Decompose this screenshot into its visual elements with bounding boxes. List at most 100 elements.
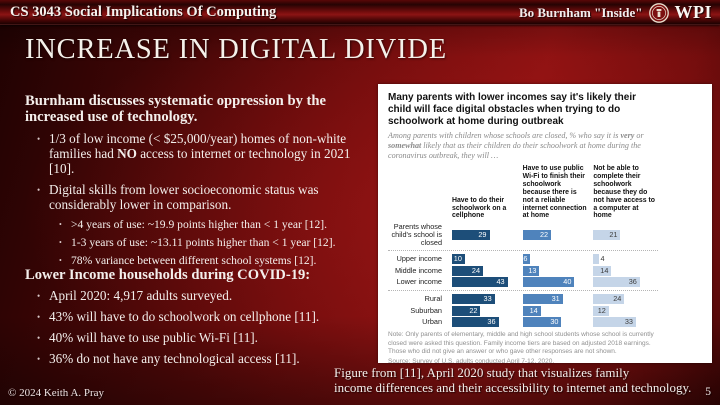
chart-bar-cell: 12 xyxy=(593,305,658,316)
chart-bar-cell: 13 xyxy=(522,265,588,276)
bullet-item: • 43% will have to do schoolwork on cellp… xyxy=(25,309,377,325)
chart-bar: 6 xyxy=(522,254,531,265)
chart-column-header: Have to do their schoolwork on a cellpho… xyxy=(452,196,507,220)
wpi-seal-icon xyxy=(648,2,669,23)
chart-bar: 33 xyxy=(452,294,495,305)
chart-column-headers: Have to do their schoolwork on a cellpho… xyxy=(388,165,658,223)
chart-bar-cell: 21 xyxy=(593,230,658,241)
bullet-marker: • xyxy=(59,237,62,247)
chart-bar: 12 xyxy=(593,305,609,316)
chart-row-label: Middle income xyxy=(394,265,442,275)
chart-bar-value: 24 xyxy=(613,294,622,304)
chart-bar-value: 22 xyxy=(469,305,478,315)
chart-bar-cell: 33 xyxy=(593,317,658,328)
chart-bar: 31 xyxy=(522,294,563,305)
chart-row-label: Lower income xyxy=(396,277,442,287)
chart-row-label: Parents whose child's school is closed xyxy=(391,222,442,248)
chart-bar: 40 xyxy=(522,277,575,288)
chart-column-header: Not be able to complete their schoolwork… xyxy=(593,165,655,220)
chart-bar: 10 xyxy=(452,254,465,265)
chart-bar: 14 xyxy=(593,265,612,276)
chart-bar-value: 36 xyxy=(487,317,496,327)
chart-bar-value: 40 xyxy=(563,277,572,287)
chart-row: Parents whose child's school is closed 29… xyxy=(388,223,658,247)
chart-bar xyxy=(593,254,599,265)
chart-bar: 13 xyxy=(522,265,540,276)
chart-group-separator xyxy=(388,290,658,292)
chart-row: Rural 33 31 24 xyxy=(388,294,658,305)
chart-bar: 22 xyxy=(452,305,481,316)
chart-bar-value: 6 xyxy=(523,254,528,264)
bullet-text: 1/3 of low income (< $25,000/year) homes… xyxy=(49,130,351,176)
header-right-group: Bo Burnham "Inside" WPI xyxy=(519,2,712,23)
figure-caption: Figure from [11], April 2020 study that … xyxy=(334,365,720,395)
chart-bar-value: 33 xyxy=(624,317,633,327)
chart-bar-value: 36 xyxy=(628,277,637,287)
bullet-text: 40% will have to use public Wi-Fi [11]. xyxy=(49,330,258,346)
chart-row-label: Urban xyxy=(422,317,442,327)
chart-bar-cell: 40 xyxy=(522,277,588,288)
slide-title: INCREASE IN DIGITAL DIVIDE xyxy=(25,34,447,65)
body-heading: Burnham discusses systematic oppression … xyxy=(25,93,326,126)
chart-bar-cell: 14 xyxy=(593,265,658,276)
chart-bar: 36 xyxy=(593,277,640,288)
chart-row: Middle income 24 13 14 xyxy=(388,265,658,276)
course-title: CS 3043 Social Implications Of Computing xyxy=(10,4,277,20)
chart-bar: 30 xyxy=(522,317,562,328)
chart-bar-cell: 33 xyxy=(452,294,517,305)
chart-bar-cell: 4 xyxy=(593,254,658,265)
figure-caption-line: income differences and their accessibili… xyxy=(334,379,692,395)
chart-bar-cell: 22 xyxy=(522,230,588,241)
chart-row-label: Rural xyxy=(424,294,442,304)
copyright: © 2024 Keith A. Pray xyxy=(8,387,105,399)
chart-subtitle: Among parents with children whose school… xyxy=(388,131,644,161)
figure-caption-line: Figure from [11], April 2020 study that … xyxy=(334,365,630,380)
bullet-item: • 78% variance between different school s… xyxy=(25,254,377,267)
chart-note: Note: Only parents of elementary, middle… xyxy=(388,331,654,355)
chart-bar-value: 30 xyxy=(550,317,559,327)
chart-group-separator xyxy=(388,250,658,252)
bullet-item: • >4 years of use: ~19.9 points higher th… xyxy=(25,218,377,231)
chart-bar-cell: 24 xyxy=(593,294,658,305)
bullet-marker: • xyxy=(37,291,41,302)
chart-rows: Parents whose child's school is closed 29… xyxy=(388,223,658,328)
chart-bar: 22 xyxy=(522,230,552,241)
bullet-marker: • xyxy=(37,312,41,323)
chart-bar: 21 xyxy=(593,230,621,241)
bullet-text: 78% variance between different school sy… xyxy=(71,253,317,267)
chart-bar-value: 10 xyxy=(453,254,462,264)
chart-bar-value: 33 xyxy=(483,294,492,304)
chart-row-label: Suburban xyxy=(410,305,442,315)
chart-bar-cell: 36 xyxy=(452,317,517,328)
bullet-marker: • xyxy=(59,219,62,229)
chart-bar-cell: 22 xyxy=(452,305,517,316)
chart-bar-cell: 43 xyxy=(452,277,517,288)
chart-bar-value: 14 xyxy=(529,305,538,315)
bullet-marker: • xyxy=(59,255,62,265)
chart-bar-cell: 31 xyxy=(522,294,588,305)
body-blocks: Burnham discusses systematic oppression … xyxy=(25,93,377,367)
chart-source: Source: Survey of U.S. adults conducted … xyxy=(388,357,555,363)
bullet-item: • 40% will have to use public Wi-Fi [11]. xyxy=(25,330,377,346)
bullet-item: • Digital skills from lower socioeconomic… xyxy=(25,181,377,213)
chart-bar-value: 29 xyxy=(478,230,487,240)
context-title: Bo Burnham "Inside" xyxy=(518,4,643,20)
chart-row-label: Upper income xyxy=(396,254,442,264)
chart-row: Lower income 43 40 36 xyxy=(388,277,658,288)
chart-bar-value: 12 xyxy=(597,305,606,315)
bullet-marker: • xyxy=(37,354,41,365)
bullet-marker: • xyxy=(37,333,41,344)
header-bar: CS 3043 Social Implications Of Computing… xyxy=(0,0,720,25)
chart-bar-value: 21 xyxy=(609,230,618,240)
bullet-text: 1-3 years of use: ~13.11 points higher t… xyxy=(71,235,336,249)
chart-bar-cell: 10 xyxy=(452,254,517,265)
chart-bar-cell: 6 xyxy=(522,254,588,265)
bullet-text: >4 years of use: ~19.9 points higher tha… xyxy=(71,217,327,231)
page-number: 5 xyxy=(705,386,711,398)
chart-row: Upper income 10 6 4 xyxy=(388,254,658,265)
chart-bar: 14 xyxy=(522,305,541,316)
wpi-logo-text: WPI xyxy=(674,2,712,22)
chart-bar-cell: 30 xyxy=(522,317,588,328)
chart-bar: 43 xyxy=(452,277,508,288)
bullet-text: Digital skills from lower socioeconomic … xyxy=(49,181,319,212)
